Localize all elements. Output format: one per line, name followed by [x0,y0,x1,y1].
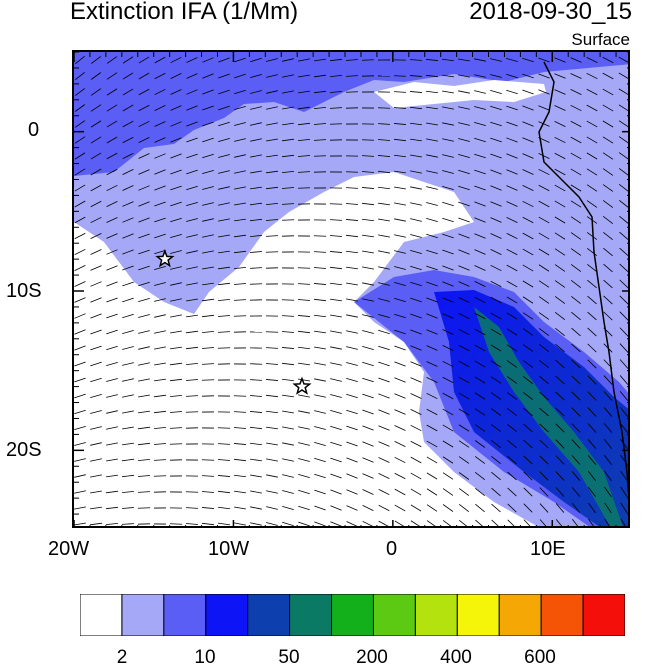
map-title: Extinction IFA (1/Mm) [70,0,298,27]
star-marker [157,251,172,265]
colorbar-swatch [332,594,374,636]
colorbar-swatch [80,594,122,636]
colorbar-swatch [290,594,332,636]
colorbar-swatch [248,594,290,636]
colorbar-label: 200 [356,648,388,668]
map-panel [72,50,630,528]
x-tick-label: 20W [48,538,89,560]
colorbar-swatch [206,594,248,636]
colorbar-swatch [122,594,164,636]
colorbar-label: 2 [117,648,128,668]
level-label: Surface [571,30,630,50]
colorbar-label: 50 [278,648,299,668]
y-tick-label: 0 [28,119,39,141]
y-tick-label: 20S [6,439,42,461]
colorbar-swatch [415,594,457,636]
x-tick-label: 10E [530,538,566,560]
colorbar-swatch [541,594,583,636]
x-tick-label: 0 [386,538,397,560]
colorbar-label: 10 [194,648,215,668]
colorbar [80,594,625,636]
x-tick-label: 10W [208,538,249,560]
timestamp: 2018-09-30_15 [469,0,632,27]
colorbar-swatch [164,594,206,636]
colorbar-swatch [457,594,499,636]
y-tick-label: 10S [6,280,42,302]
colorbar-label: 600 [524,648,556,668]
markers [74,52,630,528]
colorbar-swatch [499,594,541,636]
colorbar-swatch [583,594,625,636]
star-marker [294,379,309,393]
colorbar-swatch [373,594,415,636]
colorbar-label: 400 [440,648,472,668]
